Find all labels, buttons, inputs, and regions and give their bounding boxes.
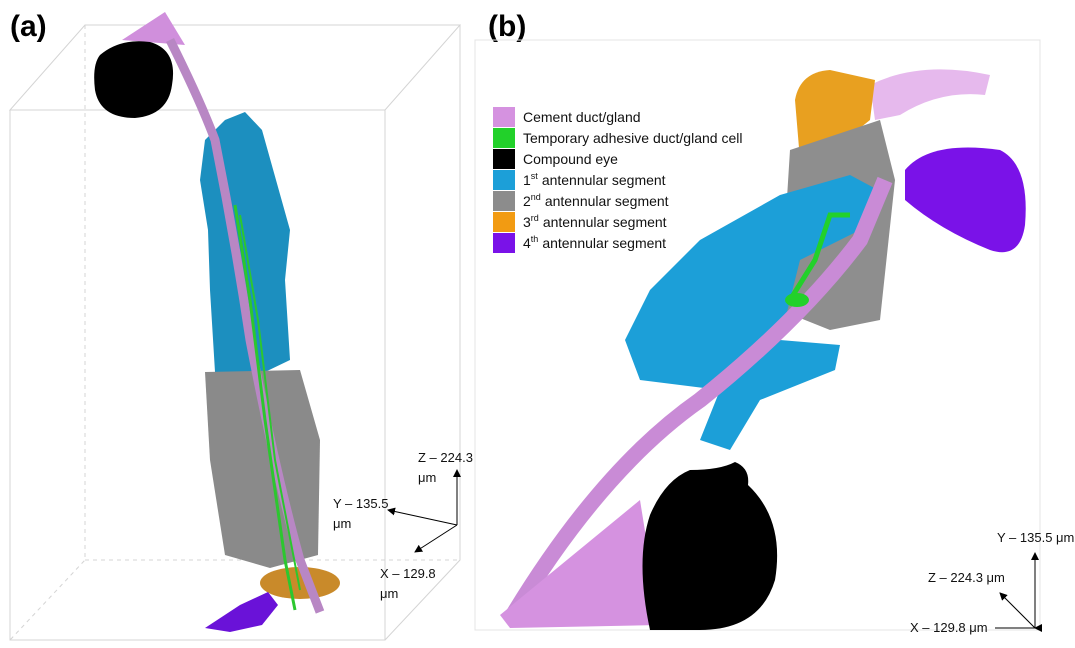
legend-text: Cement duct/gland [523, 109, 641, 125]
cement-gland [122, 12, 185, 45]
legend-number: 3 [523, 214, 531, 230]
axis-label: μm [333, 516, 351, 531]
axis-label: X – 129.8 μm [910, 620, 988, 635]
axis-label: μm [380, 586, 398, 601]
legend-swatch [493, 170, 515, 190]
axis-triad [995, 553, 1035, 628]
legend-text: antennular segment [543, 214, 667, 230]
panel-label: (b) [488, 10, 526, 43]
legend-superscript: nd [531, 192, 541, 202]
antennular-segment-4 [905, 148, 1026, 253]
legend-label: 3rd antennular segment [523, 213, 667, 230]
legend-swatch [493, 212, 515, 232]
axis-label: Y – 135.5 μm [997, 530, 1074, 545]
axis-label: Y – 135.5 [333, 496, 388, 511]
antennular-segment-4 [205, 592, 278, 632]
legend-text: antennular segment [545, 193, 669, 209]
legend-label: 2nd antennular segment [523, 192, 669, 209]
figure: (a) Z – 224.3 μm Y – 135.5 μm X – 129.8 … [0, 0, 1075, 648]
legend-swatch [493, 191, 515, 211]
legend-text: Compound eye [523, 151, 618, 167]
legend-swatch [493, 107, 515, 127]
legend-number: 4 [523, 235, 531, 251]
panel-b: (b) Cement duct/gland Temporary adhesive … [475, 10, 1074, 635]
legend-text: Temporary adhesive duct/gland cell [523, 130, 742, 146]
adhesive-gland-cell [785, 293, 809, 307]
legend-text: antennular segment [542, 235, 666, 251]
cement-gland [870, 69, 990, 120]
axis-label: X – 129.8 [380, 566, 436, 581]
legend-text: antennular segment [542, 172, 666, 188]
legend-superscript: th [531, 234, 539, 244]
axis-label: Z – 224.3 [418, 450, 473, 465]
legend-superscript: rd [531, 213, 539, 223]
compound-eye [94, 41, 173, 118]
legend: Cement duct/gland Temporary adhesive duct… [493, 107, 742, 253]
compound-eye [643, 462, 778, 630]
legend-label: Compound eye [523, 151, 618, 167]
legend-swatch [493, 233, 515, 253]
legend-label: Temporary adhesive duct/gland cell [523, 130, 742, 146]
legend-swatch [493, 149, 515, 169]
legend-number: 2 [523, 193, 531, 209]
legend-swatch [493, 128, 515, 148]
legend-superscript: st [531, 171, 539, 181]
panel-label: (a) [10, 10, 47, 43]
panel-a: (a) Z – 224.3 μm Y – 135.5 μm X – 129.8 … [10, 10, 473, 640]
legend-number: 1 [523, 172, 531, 188]
axis-label: μm [418, 470, 436, 485]
axis-label: Z – 224.3 μm [928, 570, 1005, 585]
legend-label: Cement duct/gland [523, 109, 641, 125]
